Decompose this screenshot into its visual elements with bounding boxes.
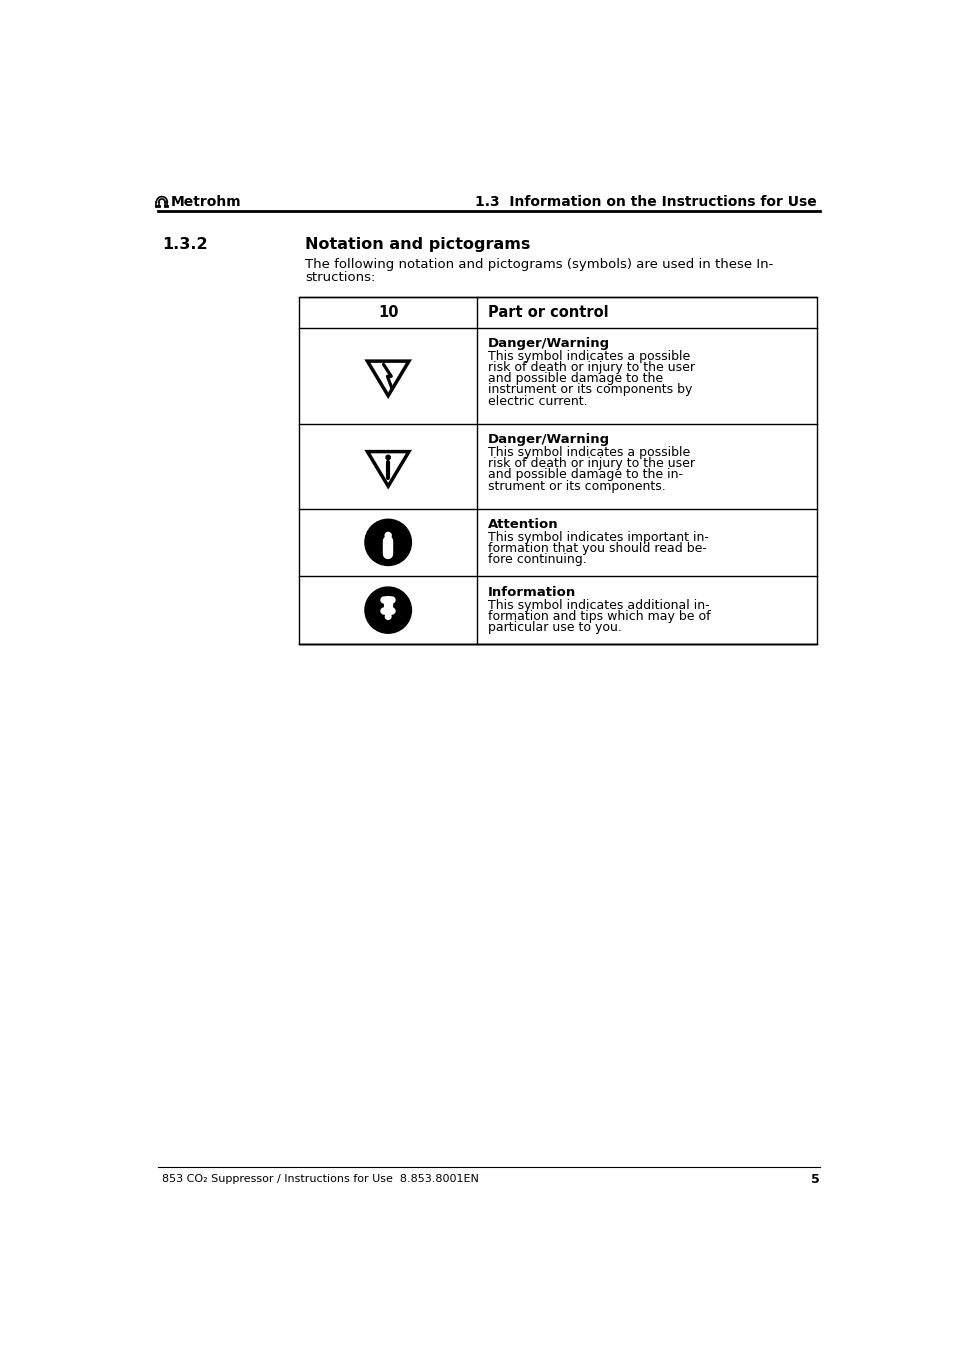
Text: This symbol indicates a possible: This symbol indicates a possible [488, 446, 690, 459]
Text: fore continuing.: fore continuing. [488, 554, 586, 566]
Text: particular use to you.: particular use to you. [488, 621, 621, 634]
Text: formation that you should read be-: formation that you should read be- [488, 541, 706, 555]
Text: risk of death or injury to the user: risk of death or injury to the user [488, 360, 695, 374]
Text: structions:: structions: [305, 271, 375, 284]
Circle shape [385, 614, 391, 620]
Text: Notation and pictograms: Notation and pictograms [305, 236, 530, 252]
Bar [298, 297, 816, 644]
Text: formation and tips which may be of: formation and tips which may be of [488, 610, 710, 622]
Text: Metrohm: Metrohm [171, 194, 241, 209]
Text: Information: Information [488, 586, 576, 598]
Text: electric current.: electric current. [488, 394, 587, 408]
Text: risk of death or injury to the user: risk of death or injury to the user [488, 458, 695, 470]
Text: This symbol indicates important in-: This symbol indicates important in- [488, 531, 708, 544]
Text: The following notation and pictograms (symbols) are used in these In-: The following notation and pictograms (s… [305, 258, 773, 271]
Text: Danger/Warning: Danger/Warning [488, 433, 610, 446]
Circle shape [365, 587, 411, 633]
Text: This symbol indicates additional in-: This symbol indicates additional in- [488, 598, 709, 612]
Circle shape [386, 455, 390, 459]
Circle shape [365, 520, 411, 566]
Text: 1.3.2: 1.3.2 [162, 236, 208, 252]
Text: This symbol indicates a possible: This symbol indicates a possible [488, 350, 690, 363]
Text: 10: 10 [377, 305, 398, 320]
Text: 1.3  Information on the Instructions for Use: 1.3 Information on the Instructions for … [475, 194, 816, 209]
Text: strument or its components.: strument or its components. [488, 479, 665, 493]
Text: 5: 5 [810, 1173, 819, 1185]
Text: instrument or its components by: instrument or its components by [488, 383, 692, 397]
Text: and possible damage to the: and possible damage to the [488, 373, 662, 385]
Text: Attention: Attention [488, 518, 558, 531]
Text: Danger/Warning: Danger/Warning [488, 336, 610, 350]
Circle shape [385, 532, 391, 539]
Text: Part or control: Part or control [488, 305, 608, 320]
Text: and possible damage to the in-: and possible damage to the in- [488, 468, 682, 482]
Text: 853 CO₂ Suppressor / Instructions for Use  8.853.8001EN: 853 CO₂ Suppressor / Instructions for Us… [162, 1174, 478, 1184]
